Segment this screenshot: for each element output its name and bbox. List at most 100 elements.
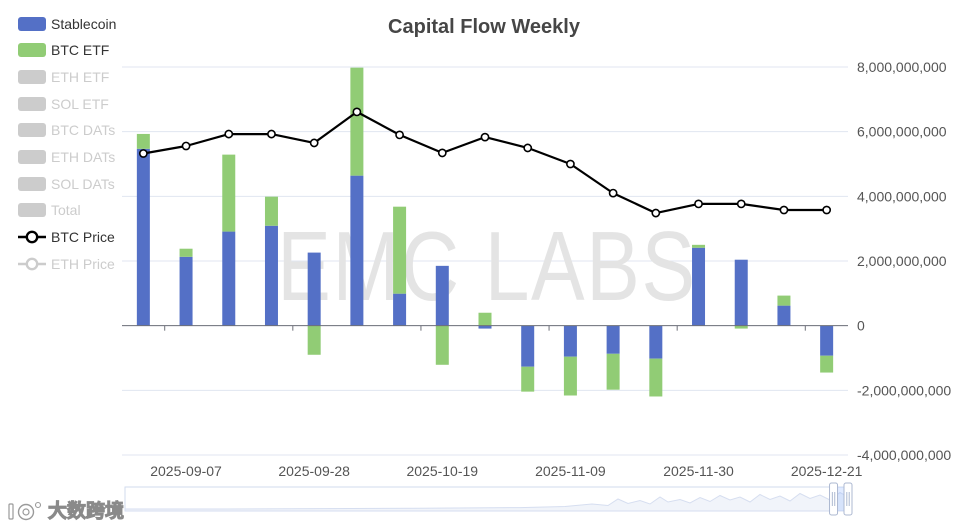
site-badge-text: 大数跨境 (47, 500, 125, 523)
legend-label: Total (51, 202, 81, 219)
stablecoin-bar (350, 175, 364, 326)
btc-price-point (779, 205, 789, 215)
legend-label: BTC Price (51, 228, 115, 245)
y-tick-label: -4,000,000,000 (857, 447, 951, 463)
legend-label: Stablecoin (51, 15, 117, 32)
line-series (138, 107, 832, 218)
legend-swatch (18, 16, 46, 31)
btc-price-point (694, 199, 703, 209)
stablecoin-bar (692, 247, 706, 326)
axes: 8,000,000,000 6,000,000,000 4,000,000,000 2… (122, 59, 951, 479)
stablecoin-bar (222, 231, 236, 326)
site-badge: 大数跨境 (6, 499, 136, 525)
btc-price-point (566, 159, 575, 169)
stablecoin-bar (478, 325, 492, 329)
btc-price-point (181, 141, 191, 151)
chart-title: Capital Flow Weekly (388, 16, 580, 38)
btc-etf-bar (264, 196, 278, 226)
btc-etf-bar (307, 325, 321, 355)
legend-item-eth-dats[interactable]: ETH DATs (18, 149, 130, 165)
btc-price-point (352, 107, 362, 117)
data-zoom-handle-end[interactable] (843, 482, 853, 516)
handle-grip[interactable] (843, 482, 853, 516)
legend-item-sol-dats[interactable]: SOL DATs (18, 176, 130, 192)
stablecoin-bar (521, 325, 535, 367)
btc-etf-bar (820, 355, 834, 373)
y-tick-label: 4,000,000,000 (857, 188, 947, 204)
btc-etf-bar (393, 206, 407, 294)
btc-price-point (736, 199, 746, 209)
stablecoin-bar (264, 225, 278, 326)
btc-price-line (143, 110, 827, 215)
legend-label: BTC DATs (51, 122, 116, 139)
legend-item-eth-price[interactable]: ETH Price (18, 256, 130, 272)
legend-label: ETH DATs (51, 148, 116, 165)
legend-label: BTC ETF (51, 42, 110, 59)
btc-etf-bar (350, 67, 364, 176)
legend-line-icon (18, 230, 46, 244)
legend-item-btc-price[interactable]: BTC Price (18, 229, 130, 245)
btc-price-point (608, 188, 618, 198)
y-tick-label: 8,000,000,000 (857, 59, 947, 75)
legend-item-sol-etf[interactable]: SOL ETF (18, 96, 130, 112)
legend-label: ETH ETF (51, 68, 110, 85)
site-logo-icon (8, 501, 42, 521)
data-zoom-handle-start[interactable] (829, 482, 839, 516)
y-tick-label: 6,000,000,000 (857, 124, 947, 140)
stablecoin-bar (136, 148, 150, 326)
legend-item-btc-dats[interactable]: BTC DATs (18, 122, 130, 138)
stablecoin-bar (734, 259, 748, 326)
btc-price-point (480, 132, 490, 142)
btc-etf-bar (606, 353, 620, 390)
legend-label: SOL DATs (51, 175, 115, 192)
y-tick-label: 2,000,000,000 (857, 253, 947, 269)
legend-label: ETH Price (51, 255, 115, 272)
btc-etf-bar (734, 325, 748, 329)
legend-item-eth-etf[interactable]: ETH ETF (18, 69, 130, 85)
stablecoin-bar (307, 252, 321, 326)
legend-swatch (18, 203, 46, 218)
watermark: EMC LABS (277, 211, 696, 320)
legend-item-total[interactable]: Total (18, 202, 130, 218)
legend-swatch (18, 96, 46, 111)
btc-price-point (138, 149, 148, 158)
data-zoom-slider[interactable] (124, 482, 853, 516)
y-tick-label: 0 (857, 318, 865, 334)
data-zoom-preview-area (124, 491, 849, 512)
legend-swatch (18, 176, 46, 191)
stablecoin-bar (649, 325, 663, 359)
x-tick-label: 2025-11-30 (663, 463, 734, 479)
btc-etf-bar (521, 366, 535, 392)
legend-line-icon (18, 257, 46, 270)
btc-price-point (822, 205, 832, 215)
stablecoin-bar (435, 265, 449, 326)
btc-etf-bar (222, 154, 236, 232)
x-tick-label: 2025-09-28 (278, 463, 350, 479)
btc-price-point (309, 138, 319, 148)
stablecoin-bar (563, 325, 577, 357)
btc-price-point (651, 208, 661, 218)
btc-price-point (267, 129, 276, 139)
btc-etf-bar (649, 358, 663, 397)
legend-swatch (18, 123, 46, 138)
btc-price-point (395, 130, 404, 140)
stablecoin-bar (393, 293, 407, 326)
legend: Stablecoin BTC ETF ETH ETF SOL ETF BTC DATs E… (0, 0, 140, 280)
btc-etf-bar (692, 244, 706, 248)
handle-grip[interactable] (829, 482, 839, 516)
legend-swatch (18, 43, 46, 58)
stablecoin-bar (179, 256, 193, 326)
legend-item-btc-etf[interactable]: BTC ETF (18, 42, 130, 58)
bar-series (136, 67, 834, 397)
legend-item-stablecoin[interactable]: Stablecoin (18, 16, 130, 32)
x-tick-label: 2025-09-07 (150, 463, 222, 479)
stablecoin-bar (606, 325, 620, 354)
btc-etf-bar (435, 325, 449, 365)
btc-etf-bar (478, 312, 492, 326)
btc-price-point (523, 143, 533, 153)
legend-swatch (18, 149, 46, 164)
x-tick-label: 2025-10-19 (406, 463, 478, 479)
x-tick-label: 2025-11-09 (535, 463, 606, 479)
legend-swatch (18, 69, 46, 84)
